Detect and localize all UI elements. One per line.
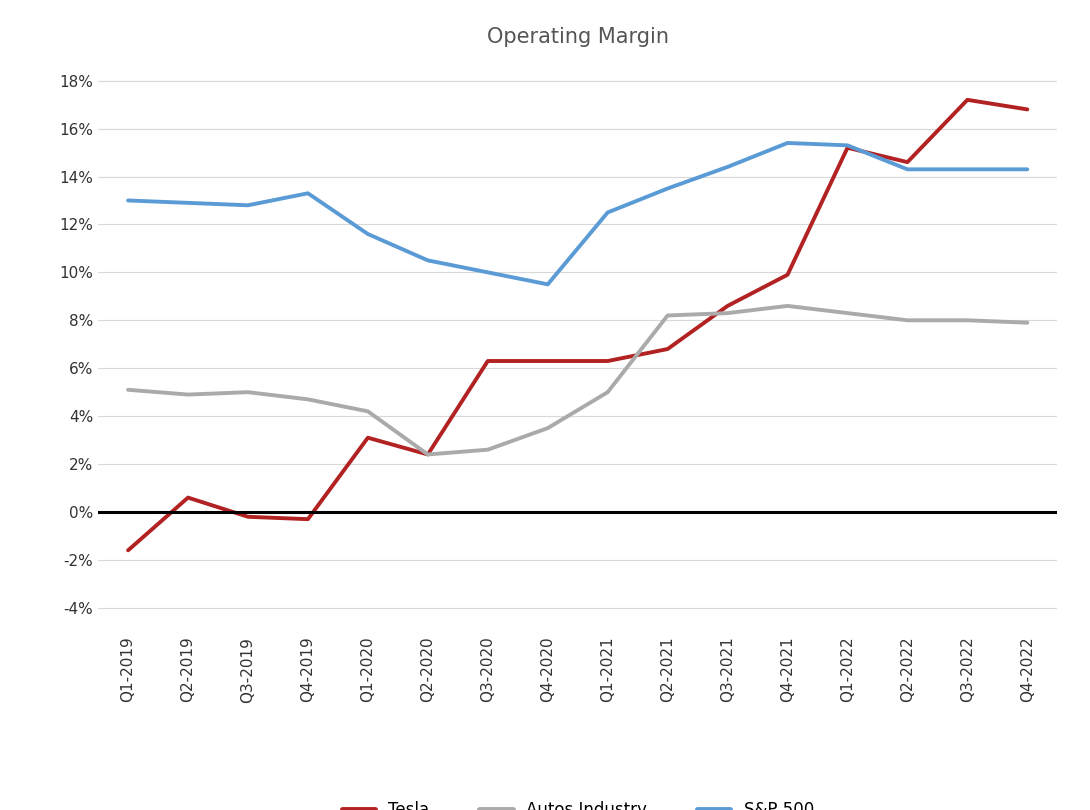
Autos Industry: [482, 445, 495, 454]
Line: Tesla: Tesla: [129, 100, 1027, 550]
Tesla: [362, 433, 375, 442]
S&P 500: [362, 229, 375, 239]
Tesla: [602, 356, 615, 366]
Tesla: [961, 95, 974, 104]
Legend: Tesla, Autos Industry, S&P 500: Tesla, Autos Industry, S&P 500: [341, 801, 814, 810]
Autos Industry: [181, 390, 194, 399]
Autos Industry: [841, 309, 855, 318]
S&P 500: [780, 138, 794, 147]
S&P 500: [1020, 164, 1033, 174]
Tesla: [900, 157, 913, 167]
Tesla: [421, 450, 434, 459]
Tesla: [482, 356, 495, 366]
Tesla: [1020, 104, 1033, 114]
S&P 500: [482, 267, 495, 277]
S&P 500: [602, 207, 615, 217]
Line: Autos Industry: Autos Industry: [129, 306, 1027, 454]
Tesla: [841, 143, 855, 152]
Tesla: [541, 356, 554, 366]
Tesla: [121, 545, 135, 555]
Autos Industry: [362, 407, 375, 416]
S&P 500: [541, 279, 554, 289]
Line: S&P 500: S&P 500: [129, 143, 1027, 284]
S&P 500: [722, 162, 735, 172]
Autos Industry: [722, 309, 735, 318]
Autos Industry: [780, 301, 794, 311]
S&P 500: [661, 184, 674, 194]
Autos Industry: [661, 311, 674, 321]
Tesla: [301, 514, 314, 524]
S&P 500: [961, 164, 974, 174]
Autos Industry: [900, 315, 913, 325]
Tesla: [722, 301, 735, 311]
S&P 500: [421, 255, 434, 265]
Tesla: [661, 344, 674, 354]
S&P 500: [841, 140, 855, 150]
S&P 500: [241, 200, 254, 210]
Autos Industry: [121, 385, 135, 394]
Autos Industry: [301, 394, 314, 404]
Tesla: [780, 270, 794, 279]
Tesla: [181, 492, 194, 502]
Title: Operating Margin: Operating Margin: [487, 27, 668, 47]
Tesla: [241, 512, 254, 522]
Autos Industry: [961, 315, 974, 325]
S&P 500: [900, 164, 913, 174]
S&P 500: [121, 195, 135, 205]
Autos Industry: [241, 387, 254, 397]
Autos Industry: [602, 387, 615, 397]
Autos Industry: [421, 450, 434, 459]
Autos Industry: [1020, 318, 1033, 327]
Autos Industry: [541, 424, 554, 433]
S&P 500: [301, 189, 314, 198]
S&P 500: [181, 198, 194, 207]
